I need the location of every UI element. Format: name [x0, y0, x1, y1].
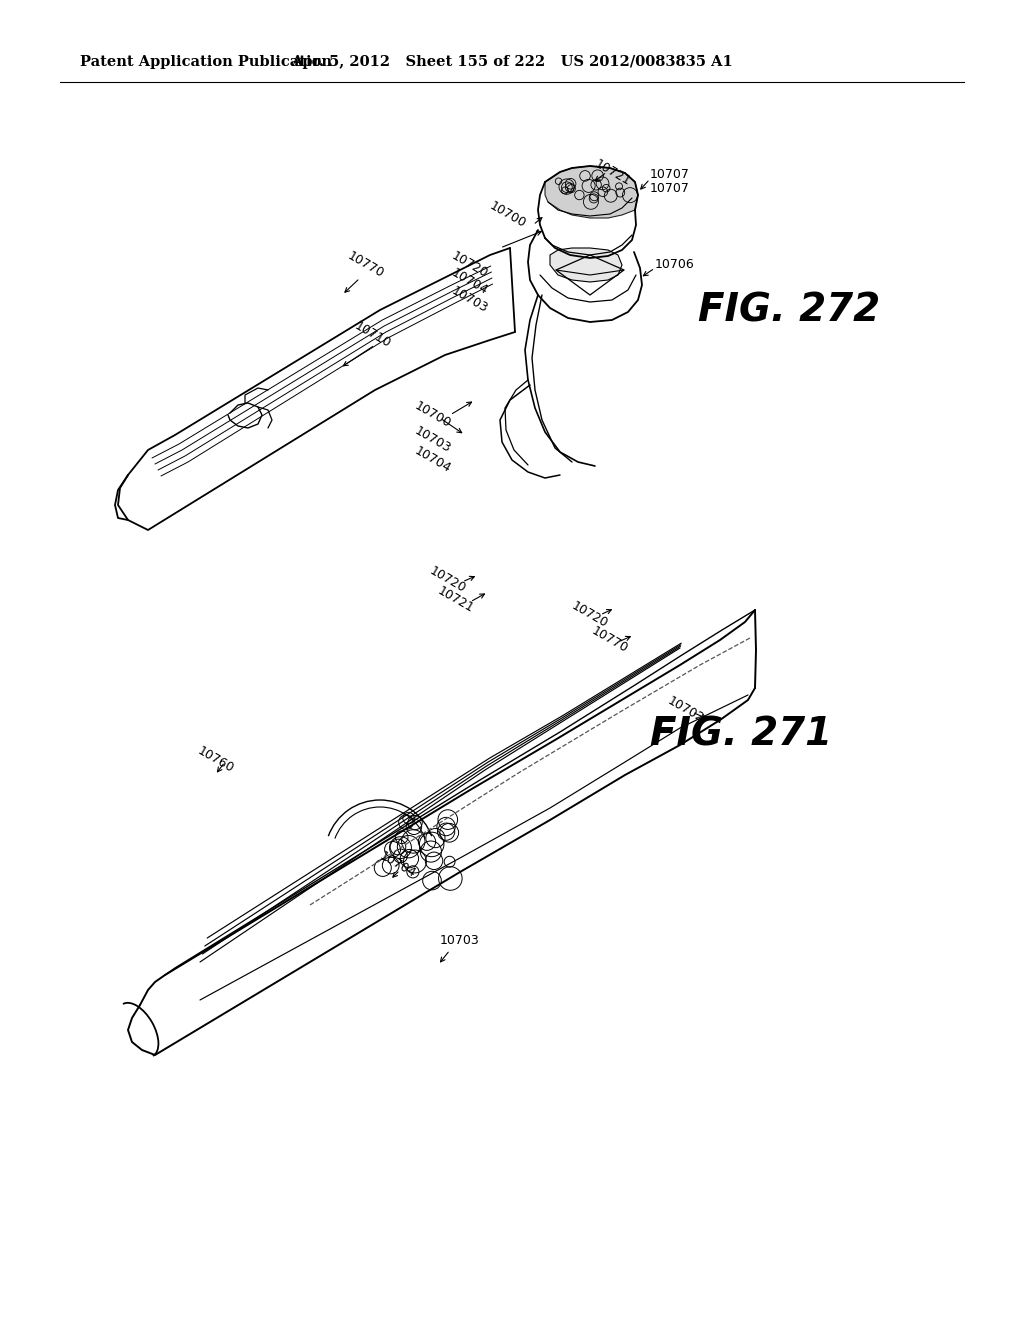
- Text: 10706: 10706: [655, 259, 694, 272]
- Text: 10704: 10704: [412, 445, 453, 475]
- Text: 10704: 10704: [449, 267, 489, 297]
- Text: 10721: 10721: [592, 157, 633, 189]
- Text: FIG. 271: FIG. 271: [650, 715, 833, 754]
- Text: 10707: 10707: [650, 169, 690, 181]
- Text: 10760: 10760: [195, 744, 236, 776]
- Text: 10721: 10721: [435, 585, 475, 615]
- Text: FIG. 272: FIG. 272: [698, 290, 880, 329]
- Text: 10720: 10720: [568, 599, 609, 631]
- Text: Apr. 5, 2012   Sheet 155 of 222   US 2012/0083835 A1: Apr. 5, 2012 Sheet 155 of 222 US 2012/00…: [291, 55, 733, 69]
- Polygon shape: [550, 248, 622, 282]
- Text: 10710: 10710: [352, 319, 392, 351]
- Text: 10703: 10703: [449, 284, 489, 315]
- Text: 10770: 10770: [589, 624, 630, 656]
- Text: 10720: 10720: [449, 249, 489, 281]
- Text: 10703: 10703: [412, 424, 453, 455]
- Text: 10700: 10700: [412, 400, 453, 430]
- Text: 10720: 10720: [427, 565, 468, 595]
- Text: 10707: 10707: [650, 181, 690, 194]
- Text: 10770: 10770: [345, 249, 386, 281]
- Text: 10700: 10700: [486, 199, 527, 231]
- Text: 10702: 10702: [665, 694, 706, 726]
- Polygon shape: [545, 166, 638, 218]
- Text: 10704: 10704: [377, 849, 418, 880]
- Text: Patent Application Publication: Patent Application Publication: [80, 55, 332, 69]
- Text: 10703: 10703: [440, 933, 480, 946]
